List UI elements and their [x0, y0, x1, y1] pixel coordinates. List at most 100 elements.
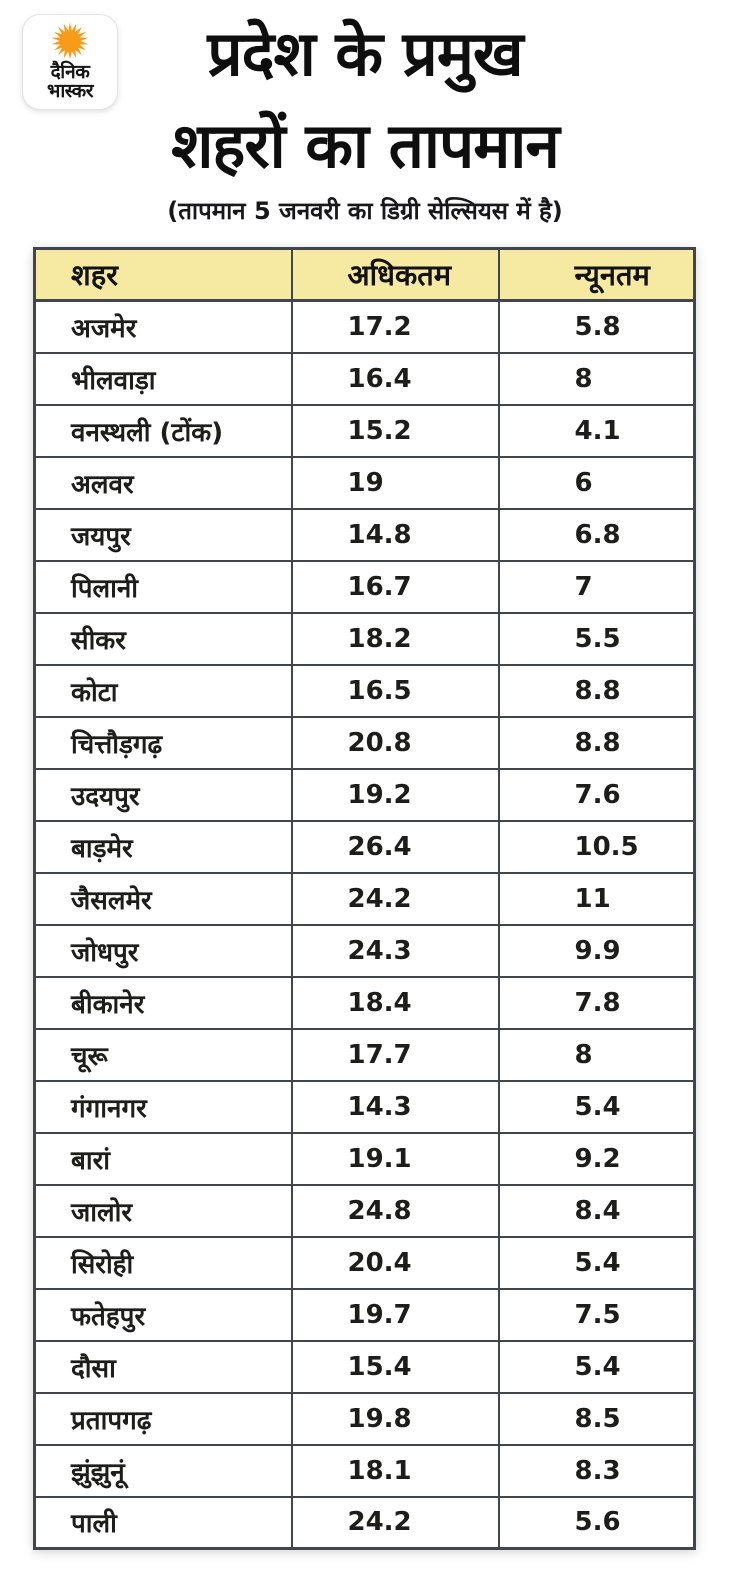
min-temp-cell: 7.6 [497, 767, 696, 822]
min-temp-cell: 6 [497, 455, 696, 510]
max-temp-cell: 14.3 [290, 1079, 500, 1134]
min-temp-cell: 11 [497, 871, 696, 926]
city-cell: पिलानी [33, 559, 293, 614]
min-temp-cell: 8.4 [497, 1183, 696, 1238]
page-title-line1: प्रदेश के प्रमुख [207, 17, 523, 90]
table-row: बीकानेर 18.4 7.8 [33, 975, 696, 1030]
table-row: फतेहपुर 19.7 7.5 [33, 1287, 696, 1342]
city-cell: प्रतापगढ़ [33, 1391, 293, 1446]
logo-text-line2: भास्कर [46, 80, 94, 102]
city-cell: कोटा [33, 663, 293, 718]
max-temp-cell: 24.2 [290, 1495, 500, 1550]
city-cell: उदयपुर [33, 767, 293, 822]
col-header-min: न्यूनतम [497, 247, 696, 302]
city-cell: झुंझुनूं [33, 1443, 293, 1498]
page-subtitle: (तापमान 5 जनवरी का डिग्री सेल्सियस में ह… [167, 197, 563, 225]
table-row: अजमेर 17.2 5.8 [33, 299, 696, 354]
table-row: पाली 24.2 5.6 [33, 1495, 696, 1550]
max-temp-cell: 19.2 [290, 767, 500, 822]
masthead: प्रदेश के प्रमुख शहरों का तापमान (तापमान… [0, 8, 730, 227]
table-row: उदयपुर 19.2 7.6 [33, 767, 696, 822]
max-temp-cell: 24.8 [290, 1183, 500, 1238]
max-temp-cell: 14.8 [290, 507, 500, 562]
city-cell: अलवर [33, 455, 293, 510]
sun-icon [51, 22, 89, 60]
city-cell: फतेहपुर [33, 1287, 293, 1342]
table-row: अलवर 19 6 [33, 455, 696, 510]
min-temp-cell: 5.4 [497, 1079, 696, 1134]
city-cell: बारां [33, 1131, 293, 1186]
min-temp-cell: 4.1 [497, 403, 696, 458]
max-temp-cell: 26.4 [290, 819, 500, 874]
city-cell: सिरोही [33, 1235, 293, 1290]
max-temp-cell: 24.3 [290, 923, 500, 978]
table-row: वनस्थली (टोंक) 15.2 4.1 [33, 403, 696, 458]
min-temp-cell: 5.5 [497, 611, 696, 666]
col-header-max: अधिकतम [290, 247, 500, 302]
table-row: भीलवाड़ा 16.4 8 [33, 351, 696, 406]
max-temp-cell: 24.2 [290, 871, 500, 926]
city-cell: जयपुर [33, 507, 293, 562]
max-temp-cell: 16.4 [290, 351, 500, 406]
table-row: बाड़मेर 26.4 10.5 [33, 819, 696, 874]
min-temp-cell: 8.8 [497, 663, 696, 718]
city-cell: बाड़मेर [33, 819, 293, 874]
table-row: चित्तौड़गढ़ 20.8 8.8 [33, 715, 696, 770]
city-cell: पाली [33, 1495, 293, 1550]
max-temp-cell: 17.2 [290, 299, 500, 354]
max-temp-cell: 15.2 [290, 403, 500, 458]
city-cell: भीलवाड़ा [33, 351, 293, 406]
max-temp-cell: 19.1 [290, 1131, 500, 1186]
city-cell: चूरू [33, 1027, 293, 1082]
table-row: जालोर 24.8 8.4 [33, 1183, 696, 1238]
table-row: कोटा 16.5 8.8 [33, 663, 696, 718]
table-row: जोधपुर 24.3 9.9 [33, 923, 696, 978]
table-row: पिलानी 16.7 7 [33, 559, 696, 614]
max-temp-cell: 16.7 [290, 559, 500, 614]
table-row: प्रतापगढ़ 19.8 8.5 [33, 1391, 696, 1446]
city-cell: बीकानेर [33, 975, 293, 1030]
city-cell: दौसा [33, 1339, 293, 1394]
max-temp-cell: 17.7 [290, 1027, 500, 1082]
city-cell: सीकर [33, 611, 293, 666]
table-row: बारां 19.1 9.2 [33, 1131, 696, 1186]
city-cell: जोधपुर [33, 923, 293, 978]
max-temp-cell: 20.4 [290, 1235, 500, 1290]
temperature-table: शहर अधिकतम न्यूनतम अजमेर 17.2 5.8 भीलवाड… [33, 247, 696, 1550]
logo-text-line1: दैनिक [50, 61, 90, 83]
max-temp-cell: 18.4 [290, 975, 500, 1030]
table-body: अजमेर 17.2 5.8 भीलवाड़ा 16.4 8 वनस्थली (… [33, 299, 696, 1550]
max-temp-cell: 18.1 [290, 1443, 500, 1498]
min-temp-cell: 8.3 [497, 1443, 696, 1498]
min-temp-cell: 10.5 [497, 819, 696, 874]
min-temp-cell: 9.9 [497, 923, 696, 978]
min-temp-cell: 5.8 [497, 299, 696, 354]
city-cell: अजमेर [33, 299, 293, 354]
page-title-line2: शहरों का तापमान [171, 109, 560, 182]
table-row: गंगानगर 14.3 5.4 [33, 1079, 696, 1134]
min-temp-cell: 8 [497, 351, 696, 406]
city-cell: जालोर [33, 1183, 293, 1238]
dainik-bhaskar-logo: दैनिक भास्कर [22, 14, 118, 110]
min-temp-cell: 5.4 [497, 1339, 696, 1394]
city-cell: जैसलमेर [33, 871, 293, 926]
city-cell: गंगानगर [33, 1079, 293, 1134]
table-row: जयपुर 14.8 6.8 [33, 507, 696, 562]
min-temp-cell: 8 [497, 1027, 696, 1082]
min-temp-cell: 8.5 [497, 1391, 696, 1446]
max-temp-cell: 16.5 [290, 663, 500, 718]
min-temp-cell: 5.4 [497, 1235, 696, 1290]
city-cell: वनस्थली (टोंक) [33, 403, 293, 458]
col-header-city: शहर [33, 247, 293, 302]
table-row: सीकर 18.2 5.5 [33, 611, 696, 666]
min-temp-cell: 7 [497, 559, 696, 614]
min-temp-cell: 5.6 [497, 1495, 696, 1550]
max-temp-cell: 18.2 [290, 611, 500, 666]
min-temp-cell: 7.8 [497, 975, 696, 1030]
min-temp-cell: 9.2 [497, 1131, 696, 1186]
min-temp-cell: 6.8 [497, 507, 696, 562]
max-temp-cell: 15.4 [290, 1339, 500, 1394]
max-temp-cell: 19 [290, 455, 500, 510]
logo-text: दैनिक भास्कर [46, 61, 94, 102]
